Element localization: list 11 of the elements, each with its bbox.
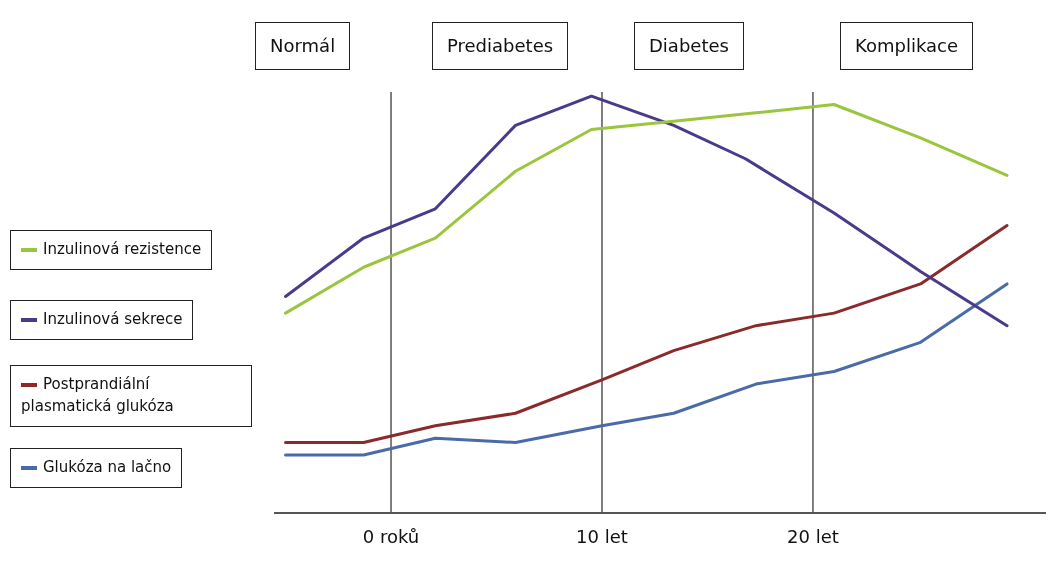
legend-label: Glukóza na lačno <box>10 448 183 488</box>
legend-label: Postprandiální plasmatická glukóza <box>10 365 252 427</box>
legend-label: Inzulinová rezistence <box>10 230 213 270</box>
text: Komplikace <box>840 22 973 71</box>
x-tick-label: 20 let <box>787 525 839 547</box>
text: Prediabetes <box>432 22 569 71</box>
text: Normál <box>255 22 351 71</box>
text: Diabetes <box>634 22 744 71</box>
legend-label: Inzulinová sekrece <box>10 300 194 340</box>
x-tick-label: 0 roků <box>362 525 420 547</box>
x-tick-label: 10 let <box>576 525 628 547</box>
